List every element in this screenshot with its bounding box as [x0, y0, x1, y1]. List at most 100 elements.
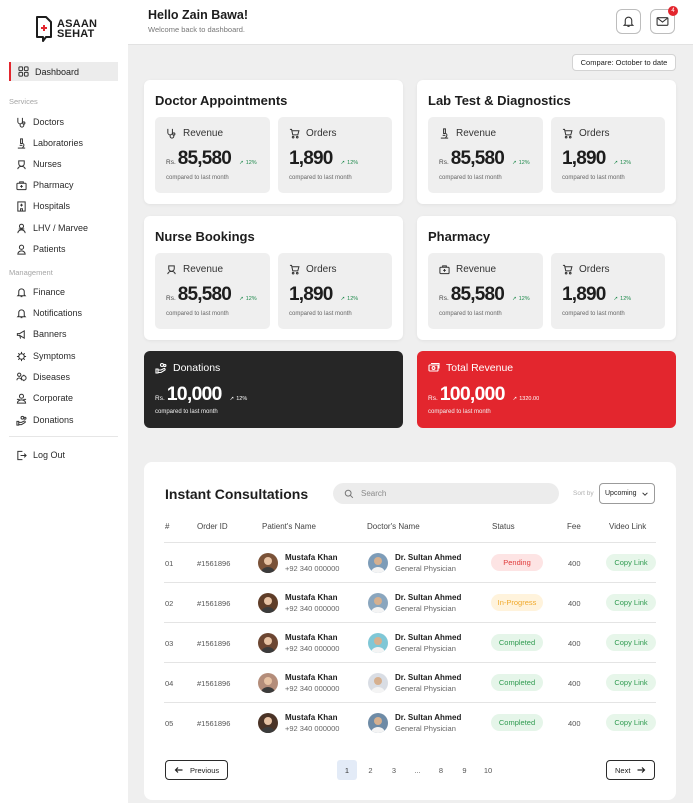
currency-label: Rs.: [428, 395, 438, 402]
sidebar-item-nurses[interactable]: Nurses: [16, 157, 62, 171]
donations-note: compared to last month: [155, 409, 218, 415]
doctor-specialty: General Physician: [395, 724, 456, 733]
total-revenue-note: compared to last month: [428, 409, 491, 415]
trend-up-icon: ➚: [613, 296, 619, 302]
sidebar-item-notifications[interactable]: Notifications: [16, 306, 82, 320]
table-row[interactable]: 02 #1561896 Mustafa Khan +92 340 000000 Dr. …: [144, 583, 676, 623]
sidebar-item-lhv-marvee[interactable]: LHV / Marvee: [16, 221, 88, 235]
page-1-button[interactable]: 1: [337, 760, 357, 780]
sort-select[interactable]: Upcoming: [599, 483, 655, 504]
sidebar-item-hospitals[interactable]: Hospitals: [16, 199, 70, 213]
lab-test-card: Lab Test & Diagnostics Revenue Rs. 85,580…: [417, 80, 676, 204]
logo-text: ASAAN SEHAT: [57, 19, 97, 40]
services-section-label: Services: [9, 97, 38, 106]
doctor-avatar: [368, 673, 388, 693]
donations-card: Donations Rs. 10,000 ➚ 12% compared to last…: [144, 351, 403, 428]
stat-value: 1,890: [562, 148, 606, 169]
microscope-icon: [440, 128, 449, 139]
revenue-stat: Revenue Rs. 85,580 ➚ 12% compared to last m…: [428, 253, 543, 329]
doctor-name: Dr. Sultan Ahmed: [395, 633, 462, 642]
patient-phone: +92 340 000000: [285, 604, 340, 613]
search-icon: [344, 489, 354, 498]
sidebar-item-donations[interactable]: Donations: [16, 413, 74, 427]
orders-stat: Orders 1,890 ➚ 12% compared to last month: [551, 117, 665, 193]
copy-link-button[interactable]: Copy Link: [606, 594, 656, 611]
cart-icon: [289, 128, 300, 139]
card-title: Nurse Bookings: [155, 229, 255, 244]
sidebar-item-laboratories[interactable]: Laboratories: [16, 136, 83, 150]
copy-link-button[interactable]: Copy Link: [606, 554, 656, 571]
row-number: 01: [165, 559, 174, 568]
copy-link-button[interactable]: Copy Link: [606, 674, 656, 691]
table-row[interactable]: 04 #1561896 Mustafa Khan +92 340 000000 Dr. …: [144, 663, 676, 703]
patient-name: Mustafa Khan: [285, 633, 338, 642]
page-8-button[interactable]: 8: [438, 765, 444, 775]
page-3-button[interactable]: 3: [391, 765, 397, 775]
status-badge: Completed: [491, 714, 543, 731]
stat-note: compared to last month: [166, 311, 229, 317]
order-id: #1561896: [197, 719, 231, 728]
search-input[interactable]: Search: [333, 483, 559, 504]
users-icon: [17, 223, 26, 233]
fee: 400: [568, 719, 581, 728]
bell-icon: [16, 308, 27, 318]
logo[interactable]: ASAAN SEHAT: [34, 14, 97, 44]
previous-label: Previous: [190, 765, 220, 775]
revenue-stat: Revenue Rs. 85,580 ➚ 12% compared to last m…: [428, 117, 543, 193]
stat-label: Orders: [306, 264, 337, 275]
copy-link-button[interactable]: Copy Link: [606, 634, 656, 651]
fee: 400: [568, 679, 581, 688]
sidebar-item-banners[interactable]: Banners: [16, 327, 67, 341]
sidebar-item-patients[interactable]: Patients: [16, 242, 66, 256]
sidebar-item-finance[interactable]: Finance: [16, 285, 65, 299]
sidebar-item-pharmacy[interactable]: Pharmacy: [16, 178, 74, 192]
previous-button[interactable]: Previous: [165, 760, 229, 780]
donation-icon: [155, 362, 167, 374]
compare-period-button[interactable]: Compare: October to date: [572, 54, 676, 71]
cart-icon: [289, 264, 300, 275]
trend-badge: ➚ 12%: [230, 396, 248, 402]
copy-link-button[interactable]: Copy Link: [606, 714, 656, 731]
messages-button[interactable]: 4: [650, 6, 678, 34]
sidebar-item-label: Patients: [33, 244, 66, 254]
patient-phone: +92 340 000000: [285, 644, 340, 653]
logo-line2: SEHAT: [57, 28, 95, 40]
currency-label: Rs.: [166, 295, 176, 302]
trend-value: 12%: [245, 160, 257, 166]
user-icon: [17, 244, 26, 255]
sidebar-item-symptoms[interactable]: Symptoms: [16, 349, 76, 363]
table-row[interactable]: 01 #1561896 Mustafa Khan +92 340 000000 Dr. …: [144, 543, 676, 583]
logout-label: Log Out: [33, 450, 66, 460]
sidebar-item-label: Diseases: [33, 372, 71, 382]
doctor-specialty: General Physician: [395, 644, 456, 653]
page-10-button[interactable]: 10: [483, 765, 493, 775]
next-button[interactable]: Next: [606, 760, 656, 780]
bell-icon: [16, 287, 27, 297]
currency-label: Rs.: [155, 395, 165, 402]
trend-value: 12%: [620, 296, 632, 302]
sidebar-item-dashboard[interactable]: Dashboard: [9, 62, 118, 81]
stat-value: 85,580: [450, 284, 505, 305]
sidebar-item-doctors[interactable]: Doctors: [16, 115, 64, 129]
microscope-icon: [17, 137, 26, 149]
status-badge: Completed: [491, 674, 543, 691]
stat-value: 85,580: [177, 284, 232, 305]
column-header: Patient's Name: [262, 522, 316, 531]
sidebar-item-diseases[interactable]: Diseases: [16, 370, 70, 384]
column-header: Video Link: [609, 522, 647, 531]
page-2-button[interactable]: 2: [368, 765, 373, 775]
fee: 400: [568, 639, 581, 648]
megaphone-icon: [16, 329, 25, 339]
medical-bag-icon: [439, 265, 450, 275]
status-badge: Completed: [491, 634, 543, 651]
sidebar-item-label: Banners: [33, 329, 67, 339]
patient-name: Mustafa Khan: [285, 673, 338, 682]
table-row[interactable]: 03 #1561896 Mustafa Khan +92 340 000000 Dr. …: [144, 623, 676, 663]
sidebar-item-corporate[interactable]: Corporate: [16, 391, 73, 405]
table-row[interactable]: 05 #1561896 Mustafa Khan +92 340 000000 Dr. …: [144, 703, 676, 743]
orders-stat: Orders 1,890 ➚ 12% compared to last month: [278, 253, 392, 329]
page-9-button[interactable]: 9: [462, 765, 467, 775]
trend-up-icon: ➚: [229, 396, 235, 402]
notifications-button[interactable]: [616, 9, 641, 34]
logout-button[interactable]: Log Out: [16, 448, 65, 462]
